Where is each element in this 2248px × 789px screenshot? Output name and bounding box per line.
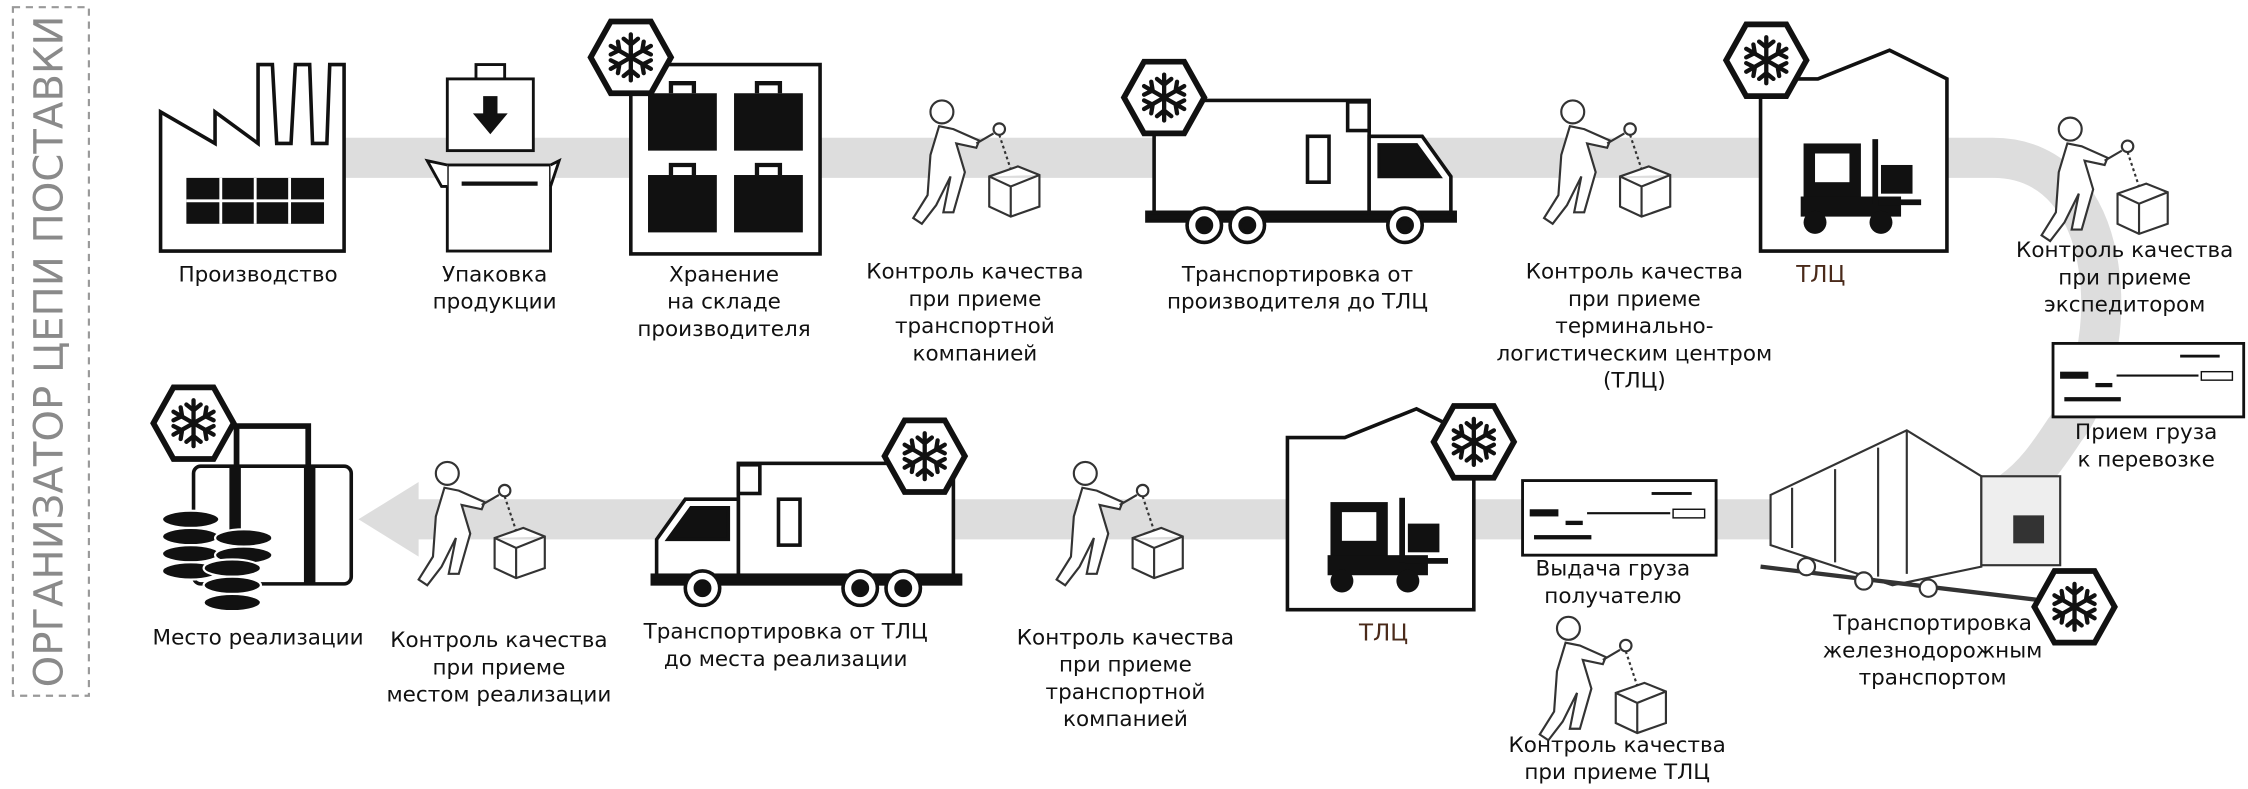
node-label: Контроль качества — [1509, 733, 1726, 758]
cold-chain-badge — [1726, 24, 1806, 96]
node-label: при приеме — [433, 655, 566, 680]
node-label: при приеме ТЛЦ — [1524, 760, 1710, 785]
node-label: Транспортировка от ТЛЦ — [643, 620, 928, 645]
node-label: Контроль качества — [866, 260, 1083, 285]
node-label: логистическим центром — [1497, 341, 1773, 366]
node-label: Транспортировка — [1832, 611, 2032, 636]
node-label: к перевозке — [2078, 447, 2215, 472]
node-label: при приеме — [1059, 653, 1192, 678]
train-icon — [1760, 429, 2062, 602]
node-label: железнодорожным — [1823, 638, 2043, 663]
node-label: Контроль качества — [1017, 625, 1234, 650]
factory-icon — [158, 62, 346, 253]
node-label: продукции — [433, 290, 557, 315]
node-label: местом реализации — [386, 683, 611, 708]
node-label: производителя до ТЛЦ — [1167, 290, 1428, 315]
cold-chain-badge — [2034, 571, 2114, 643]
node-label: терминально- — [1555, 314, 1713, 339]
node-label: компанией — [913, 341, 1038, 366]
node-label: (ТЛЦ) — [1603, 369, 1666, 394]
cold-chain-badge — [885, 420, 965, 492]
node-label: компанией — [1063, 707, 1188, 732]
node-label: Упаковка — [442, 262, 547, 287]
retail-icon — [160, 423, 354, 613]
node-label: при приеме — [908, 287, 1041, 312]
node-label: при приеме — [1568, 287, 1701, 312]
node-label: до места реализации — [664, 647, 908, 672]
cold-chain-badge — [1434, 406, 1514, 478]
cold-chain-badge — [153, 387, 233, 459]
node-label: транспортной — [895, 314, 1055, 339]
node-label: транспортом — [1859, 666, 2007, 691]
node-label: Выдача груза — [1536, 557, 1691, 582]
node-label: Производство — [178, 262, 337, 287]
node-label: ТЛЦ — [1358, 621, 1408, 647]
packaging-icon — [424, 63, 562, 253]
node-label: Контроль качества — [390, 628, 607, 653]
node-label: производителя — [637, 317, 810, 342]
document-icon — [2051, 341, 2246, 419]
document-icon — [1521, 479, 1718, 557]
node-label: Контроль качества — [2016, 238, 2233, 263]
cold-chain-badge — [1124, 62, 1204, 134]
sidebar-frame — [11, 6, 90, 697]
node-label: ТЛЦ — [1795, 262, 1845, 288]
node-label: при приеме — [2058, 265, 2191, 290]
warehouse-icon — [629, 62, 822, 256]
node-label: на складе — [667, 290, 781, 315]
node-label: транспортной — [1046, 680, 1206, 705]
node-label: экспедитором — [2044, 293, 2205, 318]
cold-chain-badge — [591, 22, 671, 94]
node-label: Прием груза — [2075, 420, 2217, 445]
node-label: Транспортировка от — [1181, 262, 1413, 287]
inspector-icon — [1538, 615, 1668, 742]
node-label: Место реализации — [153, 625, 364, 650]
flow-arrow — [358, 482, 419, 557]
node-label: Хранение — [669, 262, 779, 287]
node-label: Контроль качества — [1526, 260, 1743, 285]
sidebar-title: ОРГАНИЗАТОР ЦЕПИ ПОСТАВКИ — [27, 16, 73, 688]
node-label: получателю — [1544, 584, 1681, 609]
